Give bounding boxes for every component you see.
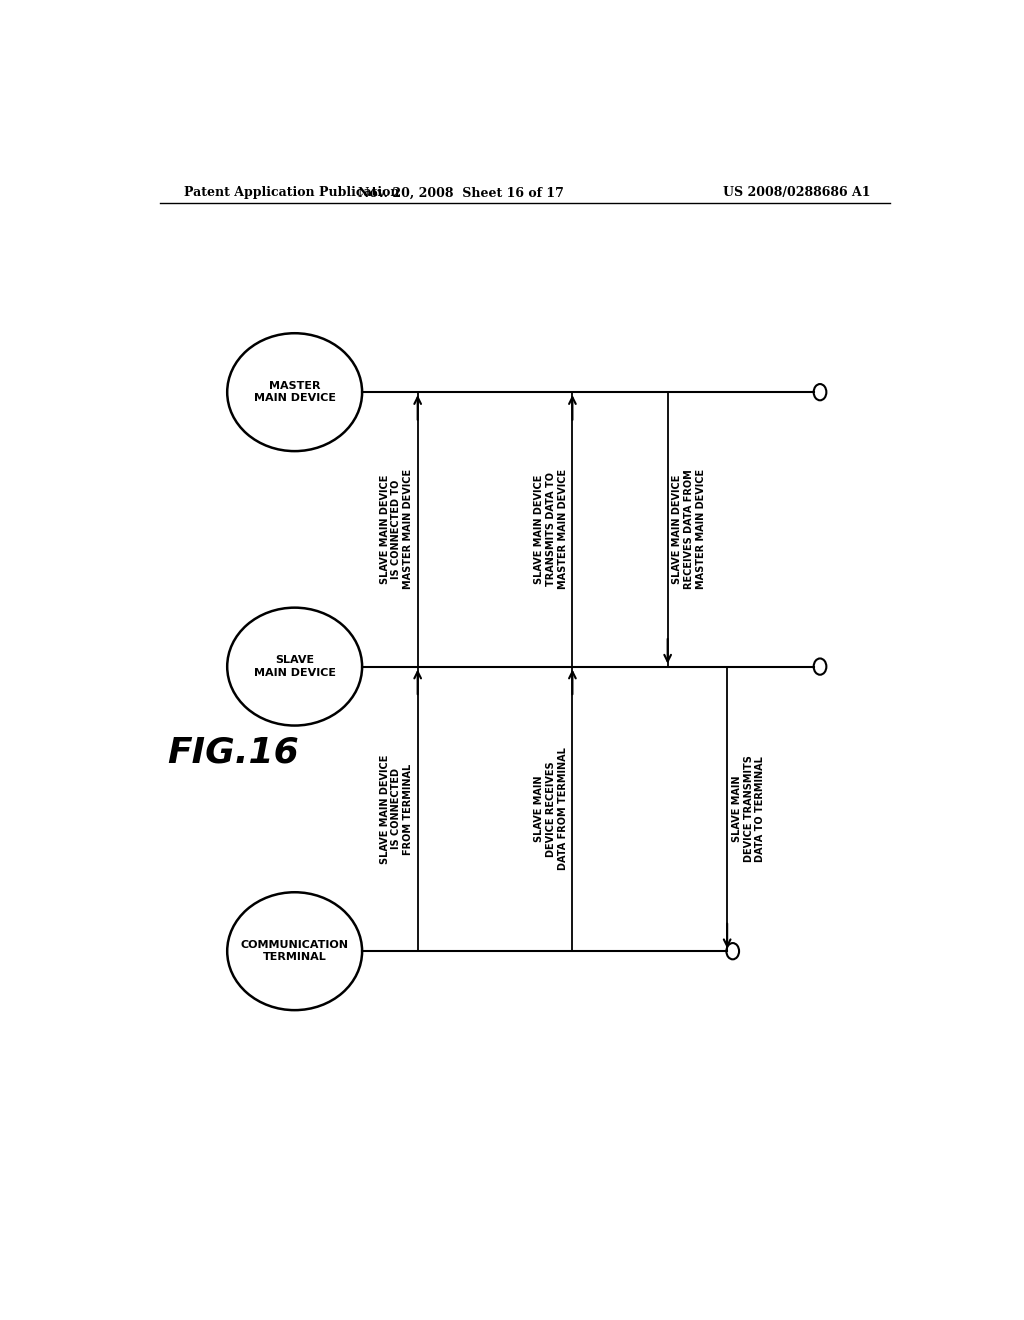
Text: SLAVE MAIN
DEVICE TRANSMITS
DATA TO TERMINAL: SLAVE MAIN DEVICE TRANSMITS DATA TO TERM… [732,755,765,862]
Text: Nov. 20, 2008  Sheet 16 of 17: Nov. 20, 2008 Sheet 16 of 17 [358,186,564,199]
Text: SLAVE MAIN DEVICE
IS CONNECTED TO
MASTER MAIN DEVICE: SLAVE MAIN DEVICE IS CONNECTED TO MASTER… [380,470,413,590]
Text: COMMUNICATION
TERMINAL: COMMUNICATION TERMINAL [241,940,348,962]
Text: SLAVE MAIN
DEVICE RECEIVES
DATA FROM TERMINAL: SLAVE MAIN DEVICE RECEIVES DATA FROM TER… [535,747,567,870]
Text: Patent Application Publication: Patent Application Publication [183,186,399,199]
Text: SLAVE MAIN DEVICE
RECEIVES DATA FROM
MASTER MAIN DEVICE: SLAVE MAIN DEVICE RECEIVES DATA FROM MAS… [673,470,706,590]
Text: SLAVE
MAIN DEVICE: SLAVE MAIN DEVICE [254,656,336,677]
Text: FIG.16: FIG.16 [168,737,299,770]
Text: US 2008/0288686 A1: US 2008/0288686 A1 [723,186,870,199]
Text: SLAVE MAIN DEVICE
IS CONNECTED
FROM TERMINAL: SLAVE MAIN DEVICE IS CONNECTED FROM TERM… [380,754,413,863]
Text: MASTER
MAIN DEVICE: MASTER MAIN DEVICE [254,381,336,404]
Text: SLAVE MAIN DEVICE
TRANSMITS DATA TO
MASTER MAIN DEVICE: SLAVE MAIN DEVICE TRANSMITS DATA TO MAST… [535,470,567,590]
